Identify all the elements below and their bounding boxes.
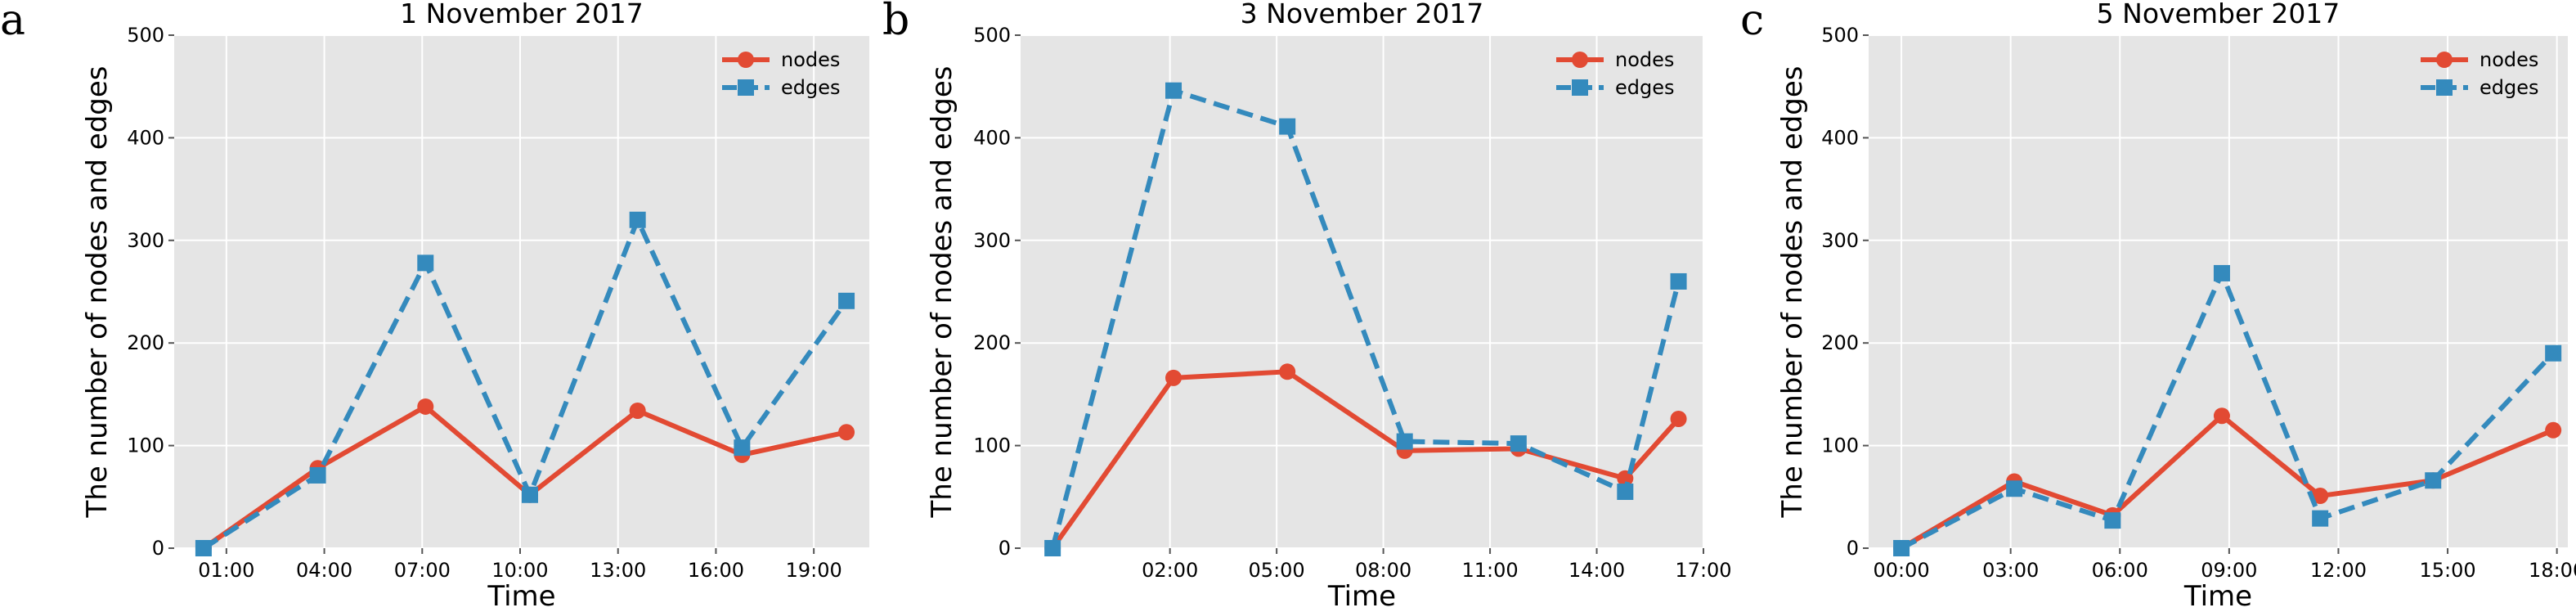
x-tick-label: 19:00: [786, 559, 842, 582]
data-point-edges: [195, 540, 212, 556]
data-point-nodes: [417, 398, 434, 415]
data-point-edges: [2312, 510, 2329, 527]
legend-label-nodes: nodes: [2480, 48, 2538, 71]
x-tick-label: 00:00: [1873, 559, 1929, 582]
legend-marker-edges: [2436, 79, 2453, 96]
x-tick-label: 17:00: [1675, 559, 1731, 582]
x-tick-label: 12:00: [2310, 559, 2367, 582]
data-point-edges: [734, 439, 751, 457]
y-tick-label: 0: [1847, 537, 1859, 560]
plot-area: [174, 35, 869, 548]
panel-letter: b: [882, 0, 909, 45]
x-tick-label: 15:00: [2419, 559, 2475, 582]
x-tick-label: 06:00: [2092, 559, 2148, 582]
data-point-edges: [838, 292, 855, 309]
y-tick-label: 500: [973, 24, 1011, 47]
data-point-edges: [1279, 118, 1296, 135]
data-point-edges: [1617, 484, 1634, 501]
data-point-edges: [309, 466, 326, 484]
x-tick-label: 08:00: [1355, 559, 1411, 582]
legend-marker-nodes: [2436, 52, 2453, 68]
chart-title: 1 November 2017: [400, 0, 644, 29]
y-tick-label: 200: [127, 331, 164, 354]
legend-label-nodes: nodes: [781, 48, 840, 71]
data-point-edges: [2545, 344, 2562, 362]
x-tick-label: 13:00: [590, 559, 646, 582]
panel-letter: c: [1740, 0, 1764, 45]
legend-marker-nodes: [738, 52, 754, 68]
y-axis-label: The number of nodes and edges: [926, 66, 958, 519]
x-tick-label: 03:00: [1982, 559, 2039, 582]
data-point-nodes: [2545, 421, 2562, 439]
x-tick-label: 04:00: [296, 559, 352, 582]
data-point-edges: [1893, 540, 1910, 556]
y-tick-label: 200: [973, 331, 1011, 354]
data-point-nodes: [838, 424, 855, 441]
data-point-edges: [521, 486, 538, 503]
y-tick-label: 100: [127, 434, 164, 457]
data-point-edges: [1396, 433, 1413, 450]
y-tick-label: 100: [973, 434, 1011, 457]
x-tick-label: 14:00: [1568, 559, 1625, 582]
x-axis-label: Time: [1327, 580, 1396, 612]
y-tick-label: 500: [1821, 24, 1859, 47]
x-axis-label: Time: [2183, 580, 2252, 612]
legend-label-edges: edges: [781, 76, 841, 99]
plot-area: [1021, 35, 1703, 548]
data-point-nodes: [1165, 369, 1183, 386]
legend-marker-nodes: [1572, 52, 1588, 68]
x-tick-label: 01:00: [198, 559, 254, 582]
data-point-nodes: [2213, 407, 2230, 425]
x-tick-label: 18:00: [2529, 559, 2576, 582]
chart-title: 5 November 2017: [2097, 0, 2340, 29]
y-axis-label: The number of nodes and edges: [81, 66, 114, 519]
data-point-nodes: [629, 402, 646, 419]
y-tick-label: 400: [973, 126, 1011, 149]
data-point-edges: [2006, 480, 2023, 497]
data-point-edges: [2213, 264, 2230, 281]
x-tick-label: 09:00: [2201, 559, 2257, 582]
data-point-edges: [417, 254, 434, 272]
data-point-edges: [2425, 472, 2442, 489]
y-tick-label: 400: [127, 126, 164, 149]
data-point-nodes: [2312, 488, 2329, 505]
y-tick-label: 500: [127, 24, 164, 47]
x-tick-label: 11:00: [1461, 559, 1518, 582]
legend-label-edges: edges: [1615, 76, 1675, 99]
y-tick-label: 0: [999, 537, 1011, 560]
x-tick-label: 02:00: [1142, 559, 1198, 582]
y-tick-label: 300: [1821, 229, 1859, 252]
chart-panel-b: 0 100 200 300 400 500 02:00 05:00 08:00 11:00 14:0…: [882, 0, 1732, 612]
y-tick-label: 200: [1821, 331, 1859, 354]
data-point-nodes: [1670, 410, 1687, 427]
x-tick-label: 07:00: [394, 559, 451, 582]
chart-panel-a: 0 100 200 300 400 500 01:00 04:00 07:00 10:00 13:0…: [0, 0, 869, 612]
y-tick-label: 0: [152, 537, 164, 560]
y-tick-label: 300: [127, 229, 164, 252]
legend-marker-edges: [1572, 79, 1588, 96]
panel-letter: a: [0, 0, 25, 45]
x-tick-label: 05:00: [1249, 559, 1305, 582]
x-axis-label: Time: [487, 580, 555, 612]
y-tick-label: 100: [1821, 434, 1859, 457]
y-tick-label: 300: [973, 229, 1011, 252]
plot-area: [1869, 35, 2568, 548]
data-point-edges: [629, 211, 646, 228]
data-point-edges: [1510, 435, 1527, 452]
x-tick-label: 16:00: [688, 559, 744, 582]
y-tick-label: 400: [1821, 126, 1859, 149]
data-point-edges: [1044, 540, 1061, 556]
legend-label-edges: edges: [2480, 76, 2539, 99]
chart-title: 3 November 2017: [1241, 0, 1484, 29]
data-point-edges: [2104, 512, 2121, 529]
legend-marker-edges: [738, 79, 754, 96]
chart-panel-c: 0 100 200 300 400 500 00:00 03:00 06:00 09:00 12:0…: [1740, 0, 2576, 612]
data-point-nodes: [1279, 363, 1296, 380]
data-point-edges: [1165, 82, 1183, 99]
x-tick-label: 10:00: [491, 559, 548, 582]
data-point-edges: [1670, 272, 1687, 290]
legend-label-nodes: nodes: [1615, 48, 1674, 71]
y-axis-label: The number of nodes and edges: [1776, 66, 1809, 519]
